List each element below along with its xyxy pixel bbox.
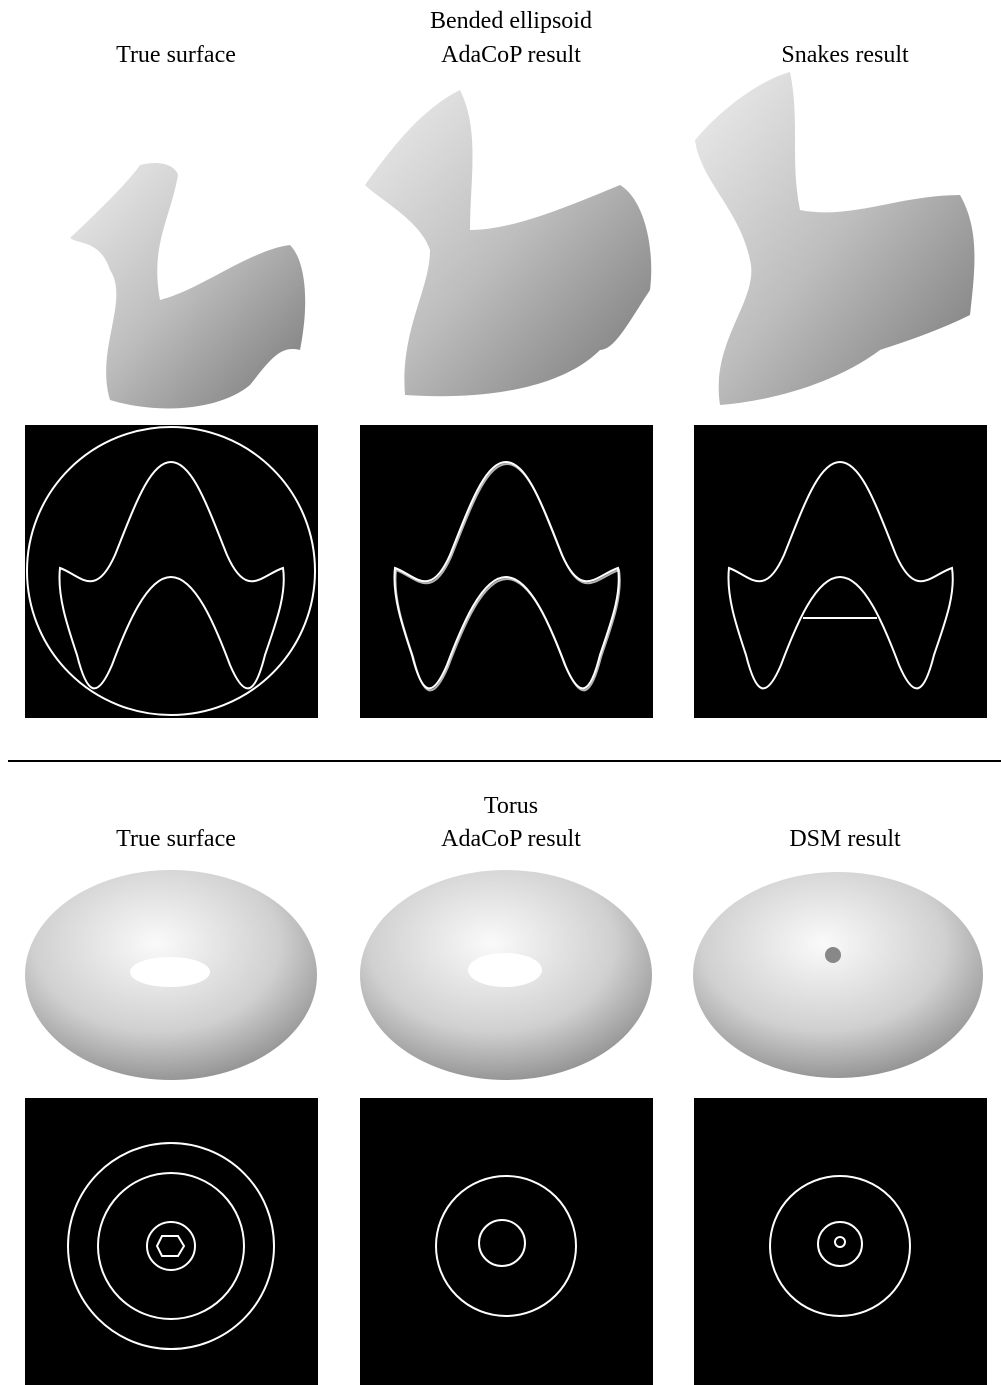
column-label: Snakes result	[781, 42, 909, 68]
figure: Bended ellipsoid True surface AdaCoP res…	[0, 0, 1001, 1385]
column-label: AdaCoP result	[441, 42, 581, 68]
column-label: True surface	[116, 826, 236, 852]
column-label: True surface	[116, 42, 236, 68]
section-title: Torus	[484, 793, 538, 819]
section-title: Bended ellipsoid	[430, 8, 592, 34]
surface-render	[70, 72, 974, 408]
contour-panel	[25, 425, 318, 718]
contour-panel	[360, 425, 653, 718]
contour-panel	[694, 425, 987, 718]
contour-panel	[694, 1098, 987, 1385]
contour-panel	[25, 1098, 318, 1385]
contour-panel	[360, 1098, 653, 1385]
surface-render	[25, 870, 983, 1080]
page: Bended ellipsoid True surface AdaCoP res…	[0, 0, 1001, 1385]
column-label: DSM result	[789, 826, 901, 852]
column-label: AdaCoP result	[441, 826, 581, 852]
